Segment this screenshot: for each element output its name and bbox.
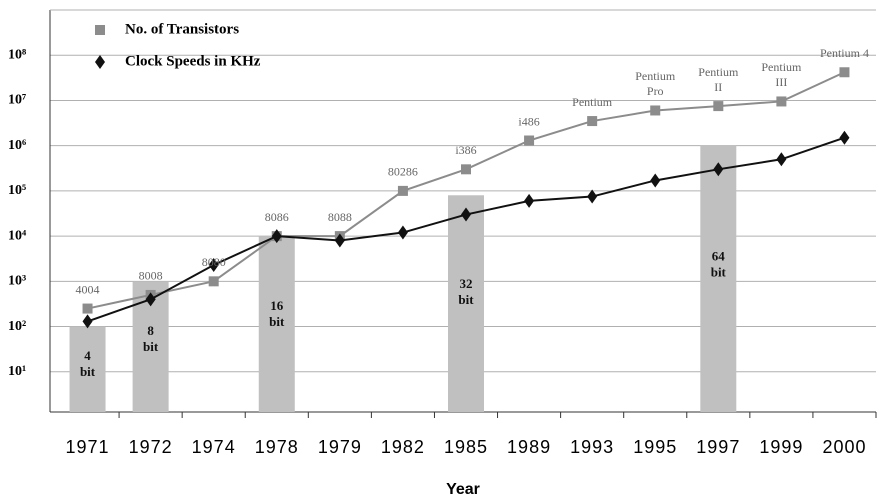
chip-label: 8008 (139, 269, 163, 283)
marker (461, 164, 471, 175)
marker (776, 152, 787, 167)
x-tick-label: 1979 (318, 437, 362, 457)
marker (587, 189, 598, 204)
bar-label: bit (269, 314, 285, 329)
chip-label: 80286 (388, 165, 418, 179)
chip-label: II (714, 80, 722, 94)
bar (700, 145, 737, 412)
bar-label: 8 (147, 323, 154, 338)
chip-label: 4004 (76, 282, 100, 296)
y-tick-label: 10⁸ (8, 47, 26, 62)
chip-label: Pro (647, 84, 664, 98)
marker (334, 233, 345, 248)
marker (461, 207, 471, 222)
marker (650, 105, 661, 116)
marker (397, 185, 408, 196)
x-tick-label: 1997 (696, 437, 740, 457)
y-tick-label: 10¹ (8, 364, 26, 379)
bar-label: bit (143, 339, 159, 354)
x-tick-label: 1971 (66, 437, 110, 457)
marker (208, 276, 219, 287)
chip-label: 8086 (265, 210, 289, 224)
x-tick-label: 2000 (822, 437, 866, 457)
bar-label: 32 (460, 276, 473, 291)
marker (650, 173, 661, 188)
marker (776, 96, 787, 107)
marker (839, 67, 850, 78)
x-tick-label: 1972 (129, 437, 173, 457)
marker (208, 257, 219, 272)
chip-label: i486 (518, 114, 539, 128)
chip-label: Pentium (572, 95, 613, 109)
chip-label: 8080 (202, 255, 226, 269)
x-tick-label: 1985 (444, 437, 488, 457)
y-tick-label: 10⁴ (8, 228, 27, 243)
bar-label: 4 (84, 348, 91, 363)
chip-label: Pentium (698, 65, 739, 79)
chip-label: III (775, 75, 787, 89)
bar (448, 195, 484, 412)
bar (258, 236, 295, 412)
marker (839, 130, 850, 145)
y-tick-label: 10⁶ (8, 138, 26, 153)
marker (271, 229, 282, 244)
bar-label: 64 (712, 249, 726, 264)
bar-label: bit (458, 292, 474, 307)
marker (587, 116, 598, 127)
legend-label: No. of Transistors (125, 21, 239, 37)
x-tick-label: 1982 (381, 437, 425, 457)
x-axis-label: Year (446, 481, 480, 498)
legend-label: Clock Speeds in KHz (125, 53, 261, 69)
bar (69, 326, 106, 412)
chip-label: Pentium 4 (820, 46, 869, 60)
chip-label: Pentium (761, 60, 802, 74)
marker (82, 303, 93, 314)
marker (524, 135, 535, 146)
bar-label: bit (80, 364, 96, 379)
y-tick-label: 10⁷ (8, 93, 26, 108)
x-tick-label: 1974 (192, 437, 236, 457)
marker (82, 314, 93, 329)
bar-label: 16 (270, 298, 284, 313)
y-tick-label: 10³ (8, 274, 26, 289)
chip-label: 8088 (328, 210, 352, 224)
marker (524, 193, 535, 208)
marker (95, 55, 105, 69)
chip-label: i386 (455, 143, 476, 157)
x-tick-label: 1999 (759, 437, 803, 457)
x-tick-label: 1989 (507, 437, 551, 457)
y-tick-label: 10⁵ (8, 183, 26, 198)
marker (397, 225, 408, 240)
marker (145, 292, 156, 307)
x-tick-label: 1978 (255, 437, 299, 457)
y-tick-label: 10² (8, 319, 26, 334)
chip-label: Pentium (635, 69, 676, 83)
x-tick-label: 1993 (570, 437, 614, 457)
marker (713, 101, 724, 112)
marker (95, 25, 105, 35)
bar-label: bit (711, 265, 727, 280)
x-tick-label: 1995 (633, 437, 677, 457)
marker (713, 162, 724, 177)
